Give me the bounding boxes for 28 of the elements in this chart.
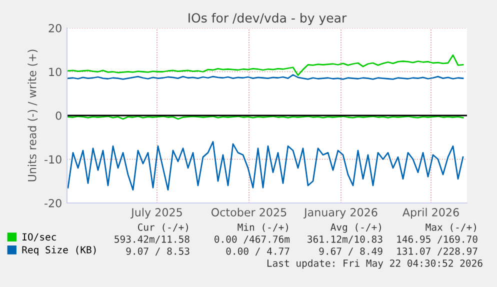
text: 0.00 /467.76m: [214, 235, 290, 244]
legend-label: Req Size (KB): [22, 246, 96, 256]
text: 9.67 / 8.49: [319, 247, 382, 256]
text: 146.95 /169.70: [397, 235, 478, 244]
line-series: [67, 141, 464, 191]
text: 361.12m/10.83: [308, 235, 382, 244]
text: Avg (-/+): [330, 223, 381, 233]
text: 0.00 / 4.77: [226, 247, 290, 256]
y-tick-label: -20: [44, 198, 62, 208]
text: Last update: Fri May 22 04:30:52 2026: [267, 259, 482, 269]
y-tick-label: 10: [49, 68, 62, 76]
y-tick-label: -10: [44, 155, 62, 164]
text: Cur (-/+): [138, 223, 188, 232]
x-tick-label: July 2025: [130, 208, 182, 219]
x-tick-label: January 2026: [303, 208, 378, 219]
x-tick-label: April 2026: [402, 208, 459, 219]
x-tick-label: October 2025: [211, 208, 286, 216]
text: 131.07 /228.97: [397, 247, 478, 256]
legend-label: IO/sec: [22, 233, 56, 242]
text: Max (-/+): [426, 223, 476, 232]
text: 593.42m/11.58: [114, 235, 190, 244]
y-axis-title: Units read (-) / write (+): [28, 50, 38, 182]
y-tick-label: 0: [56, 111, 62, 120]
chart-title: IOs for /dev/vda - by year: [188, 12, 347, 26]
text: 9.07 / 8.53: [126, 247, 190, 256]
y-tick-label: 20: [48, 24, 62, 32]
text: Min (-/+): [238, 223, 288, 232]
line-series: [67, 54, 464, 76]
